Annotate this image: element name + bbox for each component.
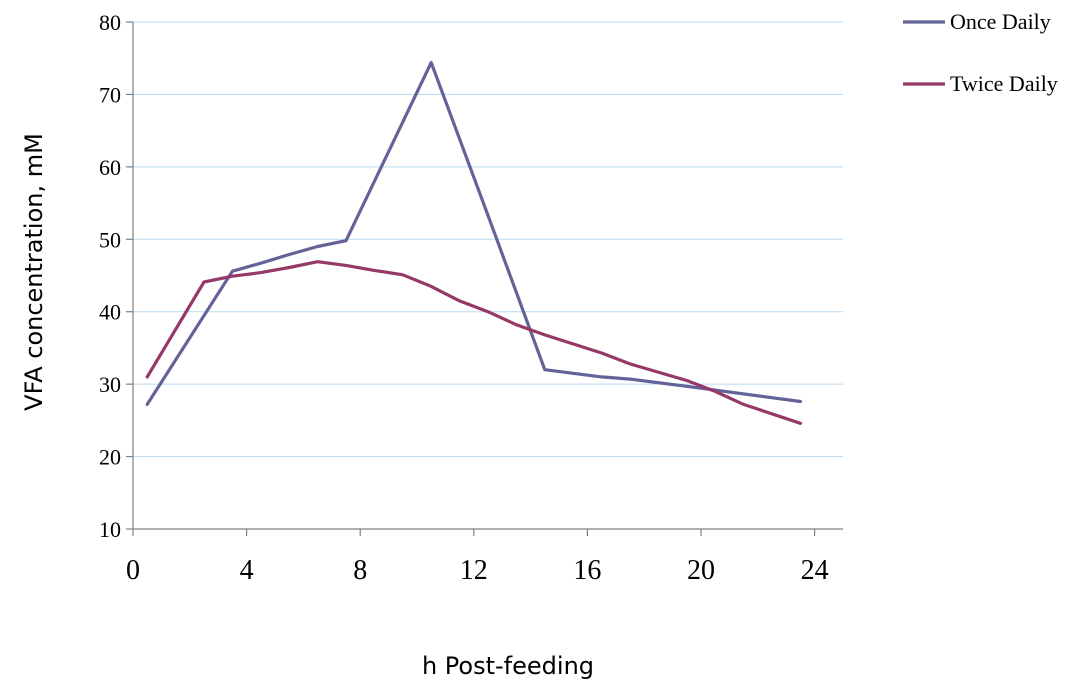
y-tick-label-40: 40 bbox=[99, 300, 121, 325]
legend: Once Daily Twice Daily bbox=[903, 9, 1058, 96]
legend-label-once-daily: Once Daily bbox=[950, 9, 1051, 34]
y-tick-label-50: 50 bbox=[99, 227, 121, 252]
y-axis-title: VFA concentration, mM bbox=[20, 133, 48, 411]
series-lines bbox=[145, 60, 803, 425]
y-tick-label-70: 70 bbox=[99, 82, 121, 107]
x-tick-label-24: 24 bbox=[801, 555, 829, 586]
x-tick-label-12: 12 bbox=[460, 555, 488, 586]
x-axis-title: h Post-feeding bbox=[422, 652, 594, 680]
y-tick-label-80: 80 bbox=[99, 10, 121, 35]
x-tick-label-8: 8 bbox=[353, 555, 367, 586]
series-line-once-daily bbox=[145, 60, 803, 406]
x-tick-label-20: 20 bbox=[687, 555, 715, 586]
legend-label-twice-daily: Twice Daily bbox=[950, 71, 1058, 96]
x-tick-label-16: 16 bbox=[573, 555, 601, 586]
series-line-twice-daily bbox=[145, 260, 803, 425]
y-tick-label-10: 10 bbox=[99, 517, 121, 542]
x-tick-label-4: 4 bbox=[240, 555, 254, 586]
axes: 10 20 30 40 50 60 70 80 0 4 8 12 16 20 24 bbox=[99, 10, 843, 586]
y-tick-label-30: 30 bbox=[99, 372, 121, 397]
y-tick-label-20: 20 bbox=[99, 445, 121, 470]
y-tick-label-60: 60 bbox=[99, 155, 121, 180]
x-tick-label-0: 0 bbox=[126, 555, 140, 586]
